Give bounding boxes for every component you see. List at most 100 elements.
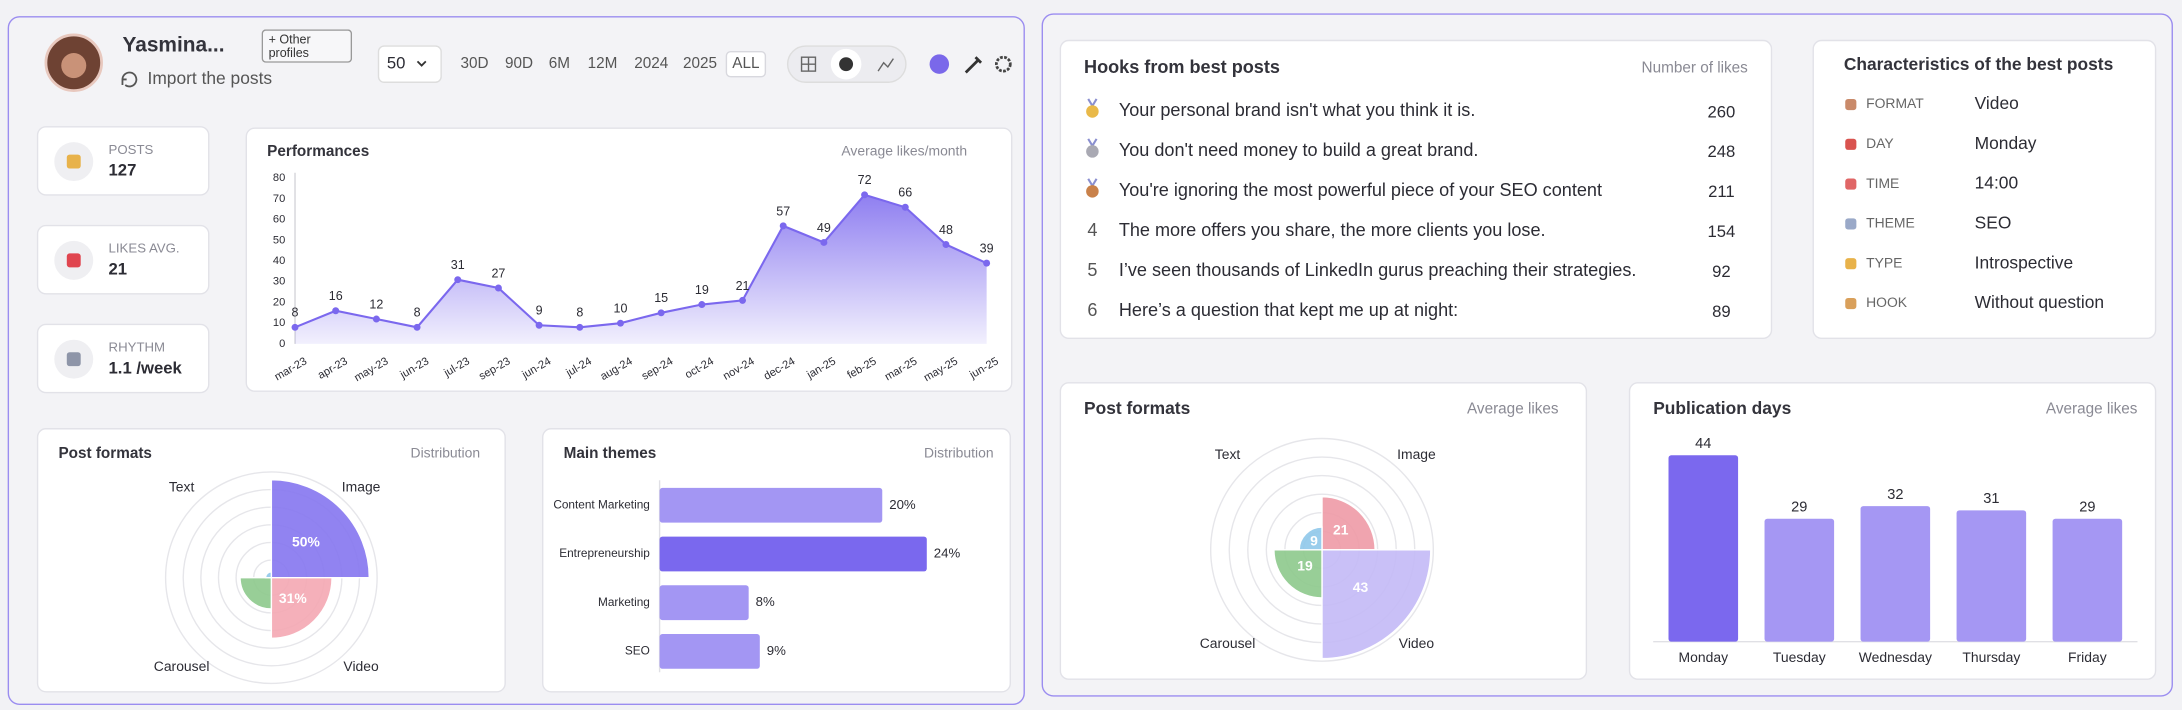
point (372, 315, 380, 323)
data-label: 16 (329, 289, 343, 303)
chart-title: Publication days (1653, 398, 1791, 418)
y-tick-label: 50 (273, 234, 285, 246)
hook-likes: 211 (1708, 182, 1735, 201)
value-label: 29 (1791, 500, 1807, 516)
y-tick-label: 10 (273, 317, 285, 329)
point (576, 323, 584, 331)
stat-label: RHYTHM (109, 340, 166, 355)
data-label: 66 (898, 186, 912, 200)
category-label: Wednesday (1859, 649, 1932, 665)
characteristic-value: Without question (1975, 292, 2104, 312)
bar (1668, 455, 1739, 642)
other-profiles[interactable]: + Other profiles (261, 29, 353, 63)
point (494, 284, 502, 292)
hook-text[interactable]: You don't need money to build a great br… (1119, 140, 1479, 160)
card (1812, 39, 2157, 339)
point (942, 241, 950, 248)
hook-text[interactable]: You're ignoring the most powerful piece … (1119, 180, 1602, 200)
category-label: SEO (625, 644, 650, 658)
bar (659, 585, 749, 621)
hook-text[interactable]: Here’s a question that kept me up at nig… (1119, 300, 1458, 320)
pipette[interactable] (964, 56, 983, 74)
characteristic-value: Introspective (1975, 252, 2074, 272)
category-label: Image (1397, 446, 1436, 462)
data-label: 8 (414, 306, 421, 320)
color-picker[interactable] (929, 54, 950, 74)
hook-rank: 4 (1087, 220, 1097, 240)
chart-title: Main themes (564, 445, 657, 462)
stat-icon (66, 352, 81, 367)
category-label: Video (343, 658, 379, 674)
line-view[interactable] (877, 58, 894, 72)
value-label: 24% (934, 545, 961, 560)
y-tick-label: 0 (279, 338, 285, 350)
bar (659, 487, 883, 523)
range-button[interactable]: 2024 (634, 55, 669, 72)
settings[interactable] (994, 55, 1012, 73)
point (413, 323, 421, 331)
chart-subtitle: Distribution (411, 444, 481, 460)
hooks-title: Hooks from best posts (1084, 57, 1280, 77)
stat-label: LIKES AVG. (109, 241, 180, 256)
point (820, 238, 828, 246)
line (294, 193, 988, 329)
value-label: 20% (889, 497, 916, 512)
hook-text[interactable]: The more offers you share, the more clie… (1119, 220, 1546, 240)
data-label: 21 (736, 279, 750, 293)
chart-title: Post formats (58, 445, 152, 462)
hook-rank: 5 (1087, 260, 1097, 280)
polar-wedge (1298, 526, 1323, 551)
category-label: Video (1399, 635, 1435, 651)
data-label: 57 (776, 204, 790, 218)
chart-subtitle: Average likes (2046, 400, 2138, 417)
hook-text[interactable]: Your personal brand isn't what you think… (1119, 100, 1476, 120)
range-active (725, 50, 767, 78)
data-label: 27 (491, 266, 505, 280)
data-label: 9 (536, 304, 543, 318)
profile-name: Yasmina... (122, 34, 224, 57)
data-label: 49 (817, 221, 831, 235)
stat-value: 1.1 /week (109, 358, 183, 377)
y-tick-label: 70 (273, 193, 285, 205)
y-tick-label: 60 (273, 214, 285, 226)
point (454, 276, 462, 284)
y-tick-label: 40 (273, 255, 285, 267)
range-button[interactable]: 90D (505, 55, 533, 72)
characteristic-label: FORMAT (1866, 95, 1924, 111)
data-label: 48 (939, 223, 953, 237)
medal (1086, 145, 1099, 158)
point (657, 309, 665, 317)
range-button[interactable]: 12M (588, 55, 618, 72)
import-link[interactable]: Import the posts (148, 68, 273, 88)
category-label: Friday (2068, 649, 2107, 665)
count-select[interactable] (377, 45, 442, 83)
category-label: Text (169, 479, 195, 495)
hook-likes: 92 (1712, 262, 1731, 281)
y-tick-label: 30 (273, 276, 285, 288)
table-view-grid (801, 57, 816, 72)
point (535, 321, 543, 329)
range-button[interactable]: ALL (732, 55, 759, 72)
category-label: Content Marketing (553, 497, 650, 511)
characteristic-label: THEME (1866, 215, 1915, 231)
point (332, 307, 340, 315)
range-button[interactable]: 6M (549, 55, 570, 72)
range-button[interactable]: 2025 (683, 55, 717, 72)
hook-text[interactable]: I’ve seen thousands of LinkedIn gurus pr… (1119, 260, 1637, 280)
stat-value: 21 (109, 260, 128, 279)
data-label: 10 (614, 302, 628, 316)
other-profiles-button[interactable]: + Other profiles (261, 29, 353, 63)
range-button[interactable]: 30D (460, 55, 488, 72)
bar (1860, 506, 1931, 642)
bar (2052, 518, 2123, 642)
characteristic-icon (1845, 178, 1857, 190)
polar-wedge (270, 576, 333, 640)
bar (1764, 518, 1835, 642)
point (983, 259, 991, 267)
polar-wedge (264, 571, 273, 579)
count-value: 50 (387, 54, 406, 73)
import-icon[interactable] (121, 71, 138, 88)
characteristic-value: Monday (1975, 133, 2037, 153)
